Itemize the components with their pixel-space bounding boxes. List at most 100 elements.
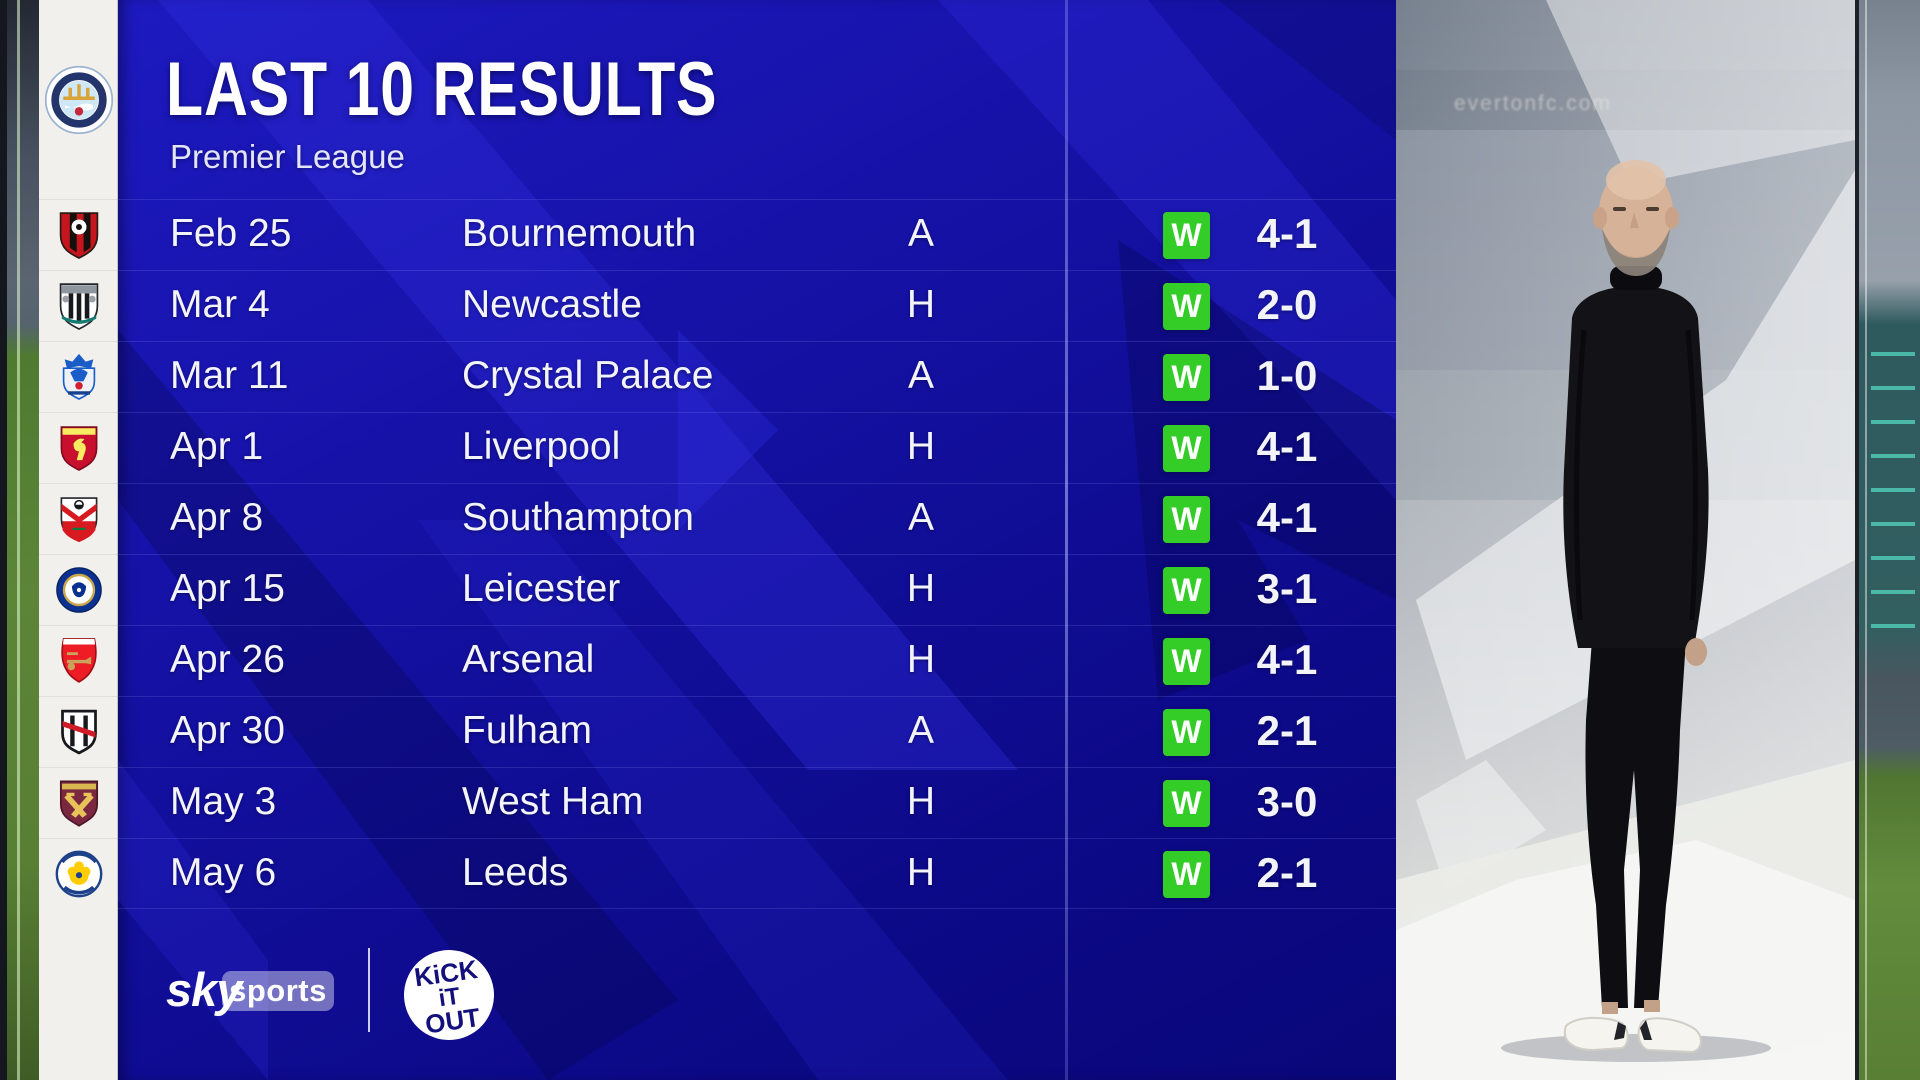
opponent-name: Fulham xyxy=(462,709,593,753)
opponent-name: Leicester xyxy=(462,567,621,611)
opponent-crest-slot xyxy=(39,341,118,412)
logo-separator xyxy=(368,948,370,1032)
venue-indicator: A xyxy=(907,354,934,398)
southampton-badge-icon xyxy=(57,493,101,545)
win-badge: W xyxy=(1163,212,1210,259)
liverpool-badge-icon xyxy=(57,422,101,474)
match-date: Apr 26 xyxy=(170,638,285,682)
match-date: May 3 xyxy=(170,780,277,824)
fulham-badge-icon xyxy=(57,706,101,758)
venue-indicator: A xyxy=(907,709,934,753)
win-badge: W xyxy=(1163,567,1210,614)
light-streak xyxy=(17,0,20,1080)
stadium-backdrop xyxy=(1396,0,1855,1080)
page-title: LAST 10 RESULTS xyxy=(166,47,718,132)
result-row: Apr 15 Leicester H W 3-1 xyxy=(118,554,1396,625)
venue-indicator: H xyxy=(906,425,936,469)
score: 2-1 xyxy=(1256,707,1318,755)
stadium-footage-left-edge xyxy=(0,0,39,1080)
bournemouth-badge-icon xyxy=(56,209,102,261)
win-badge: W xyxy=(1163,425,1210,472)
score: 4-1 xyxy=(1256,423,1318,471)
west-ham-badge-icon xyxy=(56,778,102,828)
crystal-palace-badge-icon xyxy=(57,351,101,403)
branding-bar: sky sports KiCK iT OUT xyxy=(118,940,678,1060)
opponent-crest-slot xyxy=(39,270,118,341)
sky-sports-logo-label: sports xyxy=(229,973,327,1008)
kick-it-out-word-2: iT xyxy=(437,983,462,1013)
venue-indicator: A xyxy=(907,496,934,540)
win-badge: W xyxy=(1163,780,1210,827)
score: 4-1 xyxy=(1256,636,1318,684)
result-row: Apr 30 Fulham A W 2-1 xyxy=(118,696,1396,767)
match-date: May 6 xyxy=(170,850,277,894)
score: 4-1 xyxy=(1256,210,1318,258)
opponent-name: Liverpool xyxy=(462,425,621,469)
result-row: Apr 8 Southampton A W 4-1 xyxy=(118,483,1396,554)
venue-indicator: H xyxy=(906,567,936,611)
opponent-name: Newcastle xyxy=(462,283,642,327)
result-row: Mar 4 Newcastle H W 2-0 xyxy=(118,270,1396,341)
result-row: May 6 Leeds H W 2-1 xyxy=(118,838,1396,909)
kick-it-out-logo: KiCK iT OUT xyxy=(396,942,502,1053)
light-streak xyxy=(1865,0,1867,1080)
manchester-city-badge-icon xyxy=(44,65,114,135)
match-date: Apr 30 xyxy=(170,709,285,753)
match-date: Feb 25 xyxy=(170,212,292,256)
opponent-crest-slot xyxy=(39,838,118,909)
opponent-crest-slot xyxy=(39,767,118,838)
club-crest-rail xyxy=(39,0,118,1080)
win-badge: W xyxy=(1163,496,1210,543)
opponent-crest-slot xyxy=(39,199,118,270)
manager-photo-panel: evertonfc.com xyxy=(1396,0,1855,1080)
arsenal-badge-icon xyxy=(57,635,101,687)
stadium-watermark: evertonfc.com xyxy=(1454,92,1612,115)
result-row: Apr 1 Liverpool H W 4-1 xyxy=(118,412,1396,483)
match-date: Apr 15 xyxy=(170,567,285,611)
score: 3-1 xyxy=(1256,565,1318,613)
win-badge: W xyxy=(1163,354,1210,401)
match-date: Apr 1 xyxy=(170,425,264,469)
opponent-crest-slot xyxy=(39,625,118,696)
venue-indicator: H xyxy=(906,638,936,682)
venue-indicator: H xyxy=(906,780,936,824)
results-column-divider xyxy=(1065,0,1068,1080)
kick-it-out-word-3: OUT xyxy=(423,1002,482,1039)
match-date: Mar 11 xyxy=(170,354,289,398)
win-badge: W xyxy=(1163,283,1210,330)
score: 2-0 xyxy=(1256,281,1318,329)
opponent-name: Arsenal xyxy=(462,638,595,682)
opponent-name: West Ham xyxy=(462,780,644,824)
leeds-badge-icon xyxy=(55,850,103,898)
opponent-crest-slot xyxy=(39,412,118,483)
newcastle-badge-icon xyxy=(56,280,102,332)
result-row: Apr 26 Arsenal H W 4-1 xyxy=(118,625,1396,696)
result-row: May 3 West Ham H W 3-0 xyxy=(118,767,1396,838)
competition-subtitle: Premier League xyxy=(170,138,405,175)
opponent-name: Southampton xyxy=(462,496,695,540)
venue-indicator: H xyxy=(906,850,936,894)
score: 2-1 xyxy=(1256,848,1318,896)
results-table: Feb 25 Bournemouth A W 4-1 Mar 4 Newcast… xyxy=(118,199,1396,909)
opponent-crest-slot xyxy=(39,696,118,767)
leicester-badge-icon xyxy=(55,566,103,614)
match-date: Apr 8 xyxy=(170,496,264,540)
sky-logo: sky xyxy=(166,963,242,1016)
result-row: Mar 11 Crystal Palace A W 1-0 xyxy=(118,341,1396,412)
win-badge: W xyxy=(1163,638,1210,685)
opponent-name: Crystal Palace xyxy=(462,354,714,398)
score: 3-0 xyxy=(1256,778,1318,826)
scoreboard-glow xyxy=(1871,330,1915,630)
score: 1-0 xyxy=(1256,352,1318,400)
results-panel: LAST 10 RESULTS Premier League Feb 25 Bo… xyxy=(118,0,1396,1080)
win-badge: W xyxy=(1163,709,1210,756)
opponent-name: Leeds xyxy=(462,850,569,894)
stadium-footage-right-edge xyxy=(1855,0,1920,1080)
result-row: Feb 25 Bournemouth A W 4-1 xyxy=(118,199,1396,270)
team-crest-slot xyxy=(39,62,118,138)
opponent-crest-slot xyxy=(39,483,118,554)
pep-guardiola-figure xyxy=(1501,160,1771,1062)
sky-sports-logo-box: sports xyxy=(222,971,334,1011)
match-date: Mar 4 xyxy=(170,283,270,327)
win-badge: W xyxy=(1163,851,1210,898)
